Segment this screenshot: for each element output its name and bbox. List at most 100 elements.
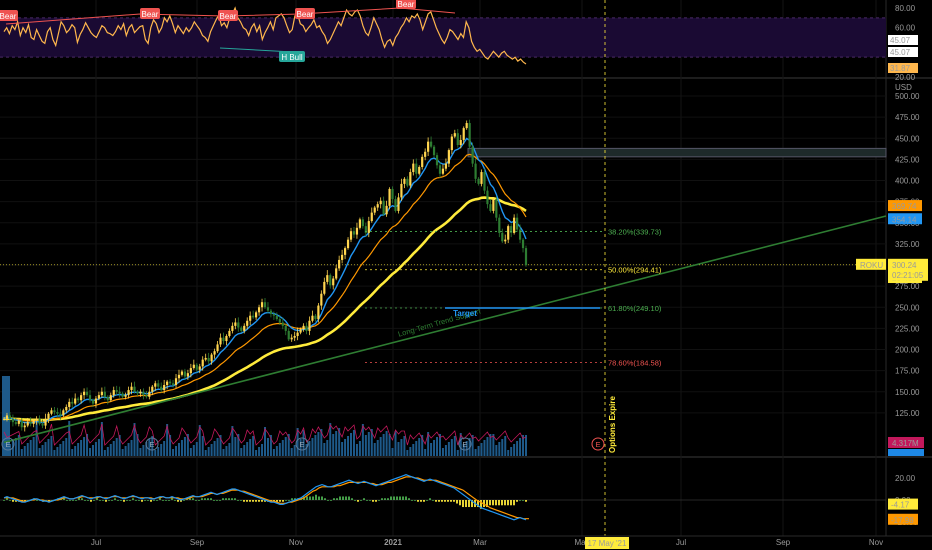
macd-hist-bar xyxy=(333,498,335,500)
symbol-tag[interactable]: ROKU xyxy=(856,258,886,270)
candle-body xyxy=(68,401,71,407)
volume-bar xyxy=(370,429,373,456)
candle xyxy=(435,152,439,169)
macd-hist-bar xyxy=(309,496,311,500)
rsi-tag-2: 31.87 xyxy=(890,64,911,73)
volume-bar xyxy=(216,438,219,456)
candle-body xyxy=(409,172,412,186)
volume-bar xyxy=(492,434,495,456)
price-tag-1: 354.14 xyxy=(888,213,922,225)
candle xyxy=(204,353,207,362)
macd-hist-bar xyxy=(483,500,485,508)
candle-body xyxy=(255,312,258,318)
volume-bar xyxy=(80,440,83,456)
earnings-circle xyxy=(1,437,15,451)
earnings-marker-3[interactable]: E xyxy=(458,437,472,451)
candles xyxy=(2,119,528,432)
volume-bar xyxy=(320,429,323,456)
volume-bar xyxy=(29,440,32,456)
macd-hist-bar xyxy=(522,500,524,501)
macd-hist-bar xyxy=(423,500,425,502)
candle xyxy=(403,177,406,189)
candle xyxy=(459,134,462,149)
candle xyxy=(302,323,305,332)
candle-body xyxy=(346,239,350,249)
macd-hist-bar xyxy=(312,496,314,500)
candle-body xyxy=(77,398,80,401)
candle xyxy=(198,363,201,374)
candle xyxy=(154,380,157,391)
candle xyxy=(41,419,44,429)
candle xyxy=(447,148,450,167)
candle-body xyxy=(192,364,195,369)
candle-body xyxy=(195,364,198,370)
volume-bar xyxy=(228,443,231,456)
earnings-marker-1[interactable]: E xyxy=(145,437,159,451)
fib-label: 78.60%(184.58) xyxy=(608,359,662,368)
macd-hist-bar xyxy=(339,496,341,500)
macd-hist-bar xyxy=(417,500,419,502)
earnings-marker-0[interactable]: E xyxy=(1,437,15,451)
macd-hist-bar xyxy=(342,496,344,500)
candle-body xyxy=(17,420,20,424)
macd-hist-bar xyxy=(240,500,242,501)
volume-bar xyxy=(157,447,160,456)
macd-hist-bar xyxy=(171,498,173,500)
currency-label: USD xyxy=(895,83,912,92)
macd-hist-bar xyxy=(36,500,38,501)
label-text: Bear xyxy=(0,12,17,21)
candle-body xyxy=(168,381,172,384)
earnings-marker-2[interactable]: E xyxy=(295,437,309,451)
candle xyxy=(346,237,350,250)
candle-body xyxy=(361,219,364,227)
candle-body xyxy=(53,410,56,413)
candle xyxy=(450,134,453,155)
macd-hist-bar xyxy=(288,500,290,501)
macd-hist-bar xyxy=(27,500,29,501)
label-bg xyxy=(396,0,416,9)
label-bg xyxy=(218,10,238,21)
candle xyxy=(115,385,118,396)
candle-body xyxy=(412,163,415,173)
macd-hist-bar xyxy=(69,500,71,501)
volume-bar xyxy=(272,449,275,456)
volume-bar xyxy=(278,443,281,456)
macd-hist-bar xyxy=(204,498,206,500)
candle-body xyxy=(332,278,335,286)
volume-bar xyxy=(332,434,335,456)
macd-hist-bar xyxy=(399,496,401,500)
macd-hist-bar xyxy=(306,496,308,500)
volume-bar xyxy=(421,435,424,456)
volume-bar xyxy=(522,435,525,456)
volume-bar xyxy=(284,437,287,456)
candle-body xyxy=(252,315,255,318)
candle xyxy=(106,395,109,405)
volume-bar xyxy=(151,436,154,456)
candle-body xyxy=(373,207,376,213)
candle-body xyxy=(388,188,391,206)
macd-tag-0: -4.17 xyxy=(888,498,918,510)
rsi-tick: 80.00 xyxy=(895,4,916,13)
candle xyxy=(5,412,9,422)
volume-bar xyxy=(145,442,148,456)
macd-hist-bar xyxy=(72,500,74,501)
earnings-marker-4[interactable]: E xyxy=(591,437,605,451)
date-tick: Sep xyxy=(776,538,791,547)
candle xyxy=(314,314,317,322)
macd-hist-bar xyxy=(78,498,80,500)
candle xyxy=(281,317,284,330)
macd-hist-bar xyxy=(261,500,263,502)
candle xyxy=(418,165,421,176)
candle-body xyxy=(97,395,101,399)
volume-bar xyxy=(275,446,278,456)
macd-hist-bar xyxy=(291,498,293,500)
price-axis: USD500.00475.00450.00425.00400.00375.003… xyxy=(888,83,922,418)
volume-tag-bg xyxy=(888,437,924,448)
volume-bar xyxy=(329,423,332,456)
candle xyxy=(201,356,204,371)
volume-bar xyxy=(486,437,489,456)
candle xyxy=(438,161,442,178)
candle-body xyxy=(296,332,299,336)
